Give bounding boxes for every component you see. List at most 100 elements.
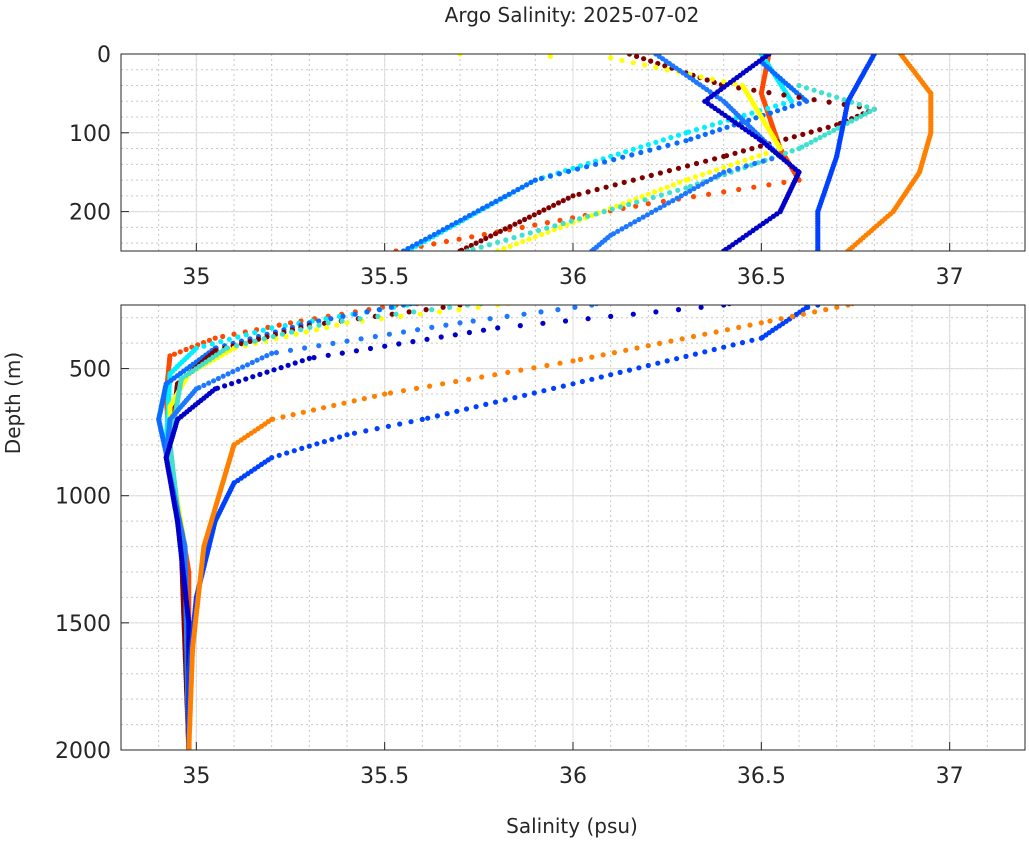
data-point [817, 134, 823, 141]
data-point [704, 77, 710, 83]
data-point [721, 79, 727, 85]
data-point [665, 142, 671, 148]
data-point [440, 305, 446, 310]
axes-box [120, 53, 1026, 252]
data-point [577, 356, 584, 362]
data-point [743, 163, 749, 169]
data-point [522, 216, 528, 223]
data-point [752, 160, 758, 167]
data-point [423, 307, 429, 313]
data-point [363, 428, 369, 434]
data-point [815, 248, 821, 251]
data-point [666, 200, 672, 206]
data-point [630, 146, 636, 152]
data-point [557, 360, 563, 366]
y-tick-label: 2000 [55, 739, 111, 764]
y-tick-label: 0 [97, 43, 111, 68]
data-point [766, 182, 772, 188]
data-point [645, 362, 651, 369]
data-point [372, 333, 378, 340]
data-point [453, 378, 459, 385]
data-point [544, 220, 551, 226]
data-point [434, 413, 440, 419]
data-point [466, 329, 472, 336]
data-point [695, 183, 701, 189]
data-point [507, 224, 513, 230]
data-point [584, 164, 590, 170]
data-point [259, 355, 265, 361]
series-profile-8 [702, 54, 802, 251]
data-point [427, 234, 433, 240]
data-point [492, 372, 498, 378]
data-point [601, 209, 607, 215]
data-point [639, 175, 645, 181]
data-point [767, 110, 774, 116]
data-point [396, 341, 402, 347]
data-point [608, 55, 614, 61]
data-point [252, 329, 258, 336]
data-point [517, 323, 523, 329]
data-point [484, 203, 490, 209]
data-point [481, 231, 487, 238]
data-point [502, 226, 508, 232]
data-point [813, 137, 819, 143]
data-point [568, 218, 574, 224]
data-point [552, 223, 558, 229]
data-point [724, 124, 730, 130]
data-point [800, 131, 806, 137]
data-point [683, 185, 689, 191]
data-point [409, 243, 415, 249]
data-point [502, 194, 508, 200]
data-point [344, 320, 350, 326]
data-point [621, 179, 627, 185]
data-point [321, 405, 327, 411]
data-point [638, 149, 644, 156]
data-point [636, 365, 642, 371]
data-point [546, 205, 552, 211]
data-point [781, 92, 787, 98]
data-point [541, 207, 547, 213]
data-point [310, 407, 317, 413]
data-point [777, 146, 783, 152]
data-point [845, 248, 851, 251]
data-point [280, 414, 286, 420]
data-point [845, 305, 851, 308]
data-point [429, 324, 435, 330]
data-point [808, 139, 814, 145]
data-point [619, 226, 625, 232]
data-point [302, 345, 308, 351]
data-point [692, 351, 699, 357]
data-point [662, 63, 668, 69]
data-point [398, 313, 404, 319]
data-point [503, 237, 509, 243]
data-point [401, 250, 404, 251]
data-point [749, 337, 755, 343]
data-point [504, 313, 510, 319]
data-point [536, 209, 542, 215]
data-point [201, 343, 207, 349]
data-point [313, 327, 320, 333]
data-point [418, 238, 424, 245]
data-point [826, 92, 832, 98]
data-point [351, 398, 357, 404]
data-point [803, 142, 810, 148]
series-layer [390, 54, 934, 251]
data-point [535, 227, 542, 234]
data-point [264, 369, 270, 375]
data-point [626, 201, 632, 208]
data-point [675, 307, 682, 313]
data-point [608, 313, 614, 319]
data-point [454, 408, 460, 414]
data-point [647, 147, 653, 153]
data-point [653, 309, 659, 315]
data-point [390, 250, 393, 251]
data-point [690, 194, 697, 200]
series-profile-10 [186, 305, 855, 750]
data-point [683, 138, 689, 144]
data-point [206, 380, 212, 386]
data-point [457, 320, 463, 326]
data-point [594, 186, 600, 193]
data-point [721, 164, 727, 171]
data-point [293, 331, 299, 337]
data-point [803, 98, 810, 104]
